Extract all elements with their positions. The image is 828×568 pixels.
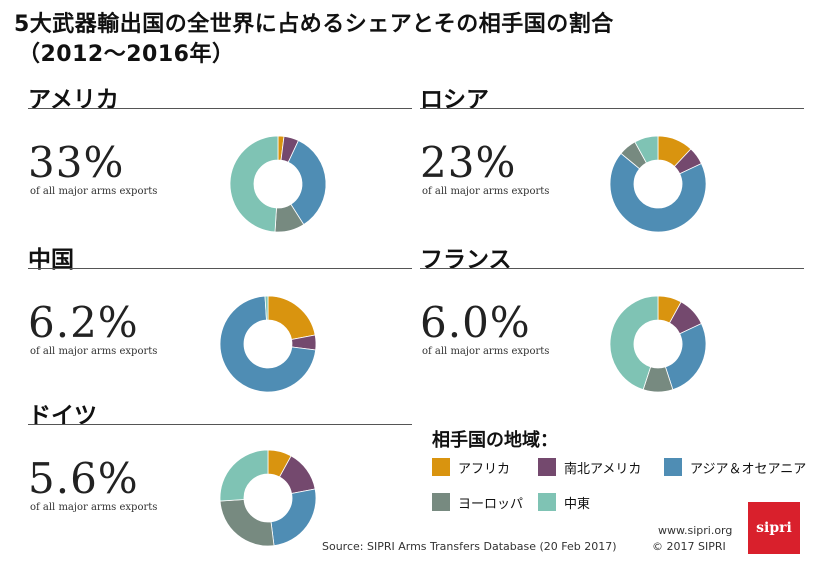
legend-item-europe: ヨーロッパ	[432, 493, 524, 512]
chart-period: （2012～2016年）	[18, 42, 235, 67]
donut-segment-middle-east	[634, 135, 659, 164]
donut-segment-middle-east	[229, 135, 279, 233]
legend-swatch	[538, 458, 556, 476]
share-caption: of all major arms exports	[30, 186, 158, 197]
share-value: 23%	[420, 138, 517, 187]
sipri-logo-text: sipri	[756, 520, 792, 536]
share-caption: of all major arms exports	[30, 502, 158, 513]
legend-item-africa: アフリカ	[432, 458, 511, 477]
legend-swatch	[664, 458, 682, 476]
legend-swatch	[538, 493, 556, 511]
donut-segment-europe	[219, 499, 275, 547]
donut-france	[609, 295, 707, 393]
site-url[interactable]: www.sipri.org	[658, 524, 733, 537]
panel-china: 中国 6.2% of all major arms exports	[28, 240, 420, 393]
sipri-logo: sipri	[748, 502, 800, 554]
panel-france: フランス 6.0% of all major arms exports	[420, 240, 812, 393]
legend-item-middle-east: 中東	[538, 493, 591, 512]
legend-label: 南北アメリカ	[564, 461, 642, 477]
donut-china	[219, 295, 317, 393]
copyright: © 2017 SIPRI	[652, 540, 726, 553]
donut-segment-africa	[267, 295, 316, 340]
share-value: 6.2%	[28, 298, 139, 347]
chart-title: 5大武器輸出国の全世界に占めるシェアとその相手国の割合	[14, 12, 614, 37]
donut-segment-asia-oceania	[664, 323, 707, 391]
donut-segment-asia-oceania	[219, 295, 317, 393]
panel-germany: ドイツ 5.6% of all major arms exports	[28, 396, 420, 547]
donut-russia	[609, 135, 707, 233]
donut-segment-middle-east	[264, 295, 269, 321]
divider	[420, 268, 804, 269]
legend-swatch	[432, 458, 450, 476]
legend-label: ヨーロッパ	[458, 496, 524, 512]
divider	[28, 108, 412, 109]
donut-segment-middle-east	[219, 449, 269, 502]
panel-russia: ロシア 23% of all major arms exports	[420, 80, 812, 233]
share-value: 6.0%	[420, 298, 531, 347]
donut-germany	[219, 449, 317, 547]
legend-title: 相手国の地域：	[432, 430, 558, 451]
divider	[28, 424, 412, 425]
source-note: Source: SIPRI Arms Transfers Database (2…	[322, 540, 617, 553]
donut-segment-middle-east	[609, 295, 659, 391]
share-caption: of all major arms exports	[422, 346, 550, 357]
donut-usa	[229, 135, 327, 233]
legend-label: アジア＆オセアニア	[690, 461, 807, 477]
panel-usa: アメリカ 33% of all major arms exports	[28, 80, 420, 233]
divider	[420, 108, 804, 109]
donut-segment-asia-oceania	[287, 140, 327, 226]
share-value: 5.6%	[28, 454, 139, 503]
legend-item-americas: 南北アメリカ	[538, 458, 642, 477]
divider	[28, 268, 412, 269]
donut-segment-asia-oceania	[270, 488, 317, 547]
legend-swatch	[432, 493, 450, 511]
legend-label: アフリカ	[458, 461, 511, 477]
donut-segment-asia-oceania	[609, 152, 707, 233]
share-caption: of all major arms exports	[30, 346, 158, 357]
share-caption: of all major arms exports	[422, 186, 550, 197]
legend-label: 中東	[564, 496, 591, 512]
legend-item-asia-oceania: アジア＆オセアニア	[664, 458, 807, 477]
share-value: 33%	[28, 138, 125, 187]
